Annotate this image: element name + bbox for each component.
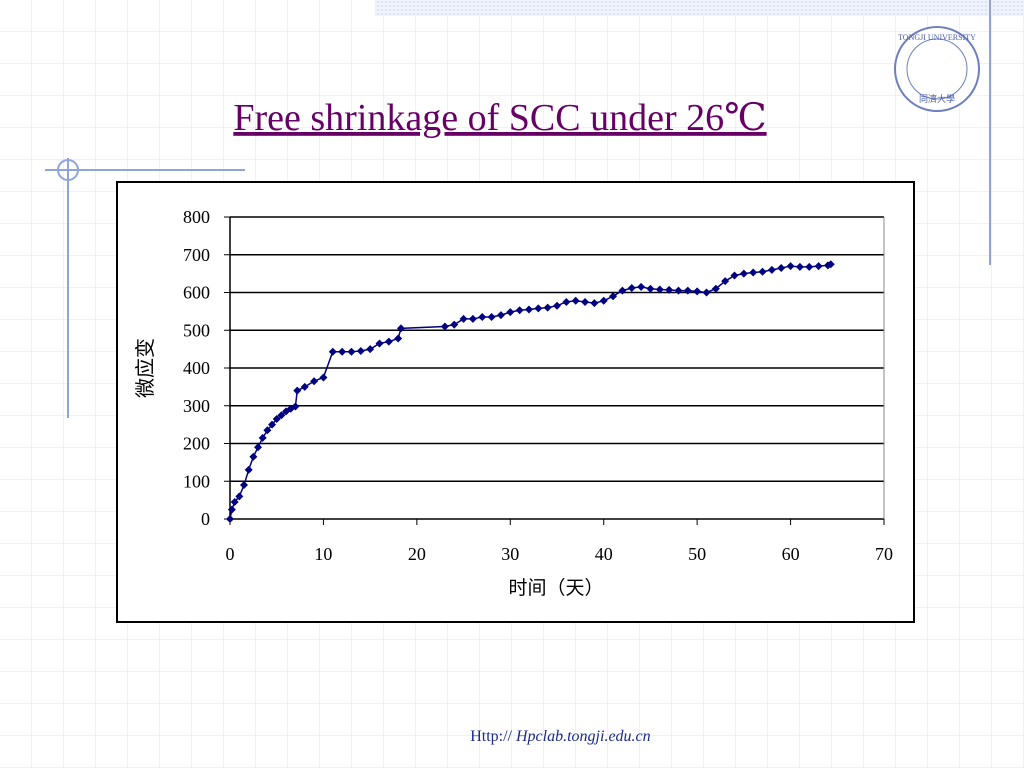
data-point bbox=[749, 268, 758, 277]
data-point bbox=[739, 269, 748, 278]
footer-link: Hpclab.tongji.edu.cn bbox=[515, 728, 651, 745]
data-point bbox=[562, 297, 571, 306]
data-point bbox=[674, 286, 683, 295]
data-point bbox=[272, 414, 281, 423]
y-tick-label: 300 bbox=[183, 396, 210, 416]
data-point bbox=[249, 452, 258, 461]
x-tick-label: 20 bbox=[408, 544, 426, 564]
data-point bbox=[394, 334, 403, 343]
data-point bbox=[293, 386, 302, 395]
y-tick-label: 0 bbox=[201, 509, 210, 529]
logo-subtext: 同濟大學 bbox=[919, 93, 955, 104]
data-point bbox=[524, 305, 533, 314]
data-point bbox=[506, 308, 515, 317]
data-point bbox=[543, 303, 552, 312]
data-point bbox=[468, 314, 477, 323]
data-point bbox=[646, 284, 655, 293]
data-point bbox=[618, 286, 627, 295]
data-point bbox=[805, 262, 814, 271]
data-point bbox=[487, 313, 496, 322]
data-point bbox=[683, 286, 692, 295]
data-point bbox=[795, 262, 804, 271]
data-point bbox=[590, 299, 599, 308]
x-tick-label: 70 bbox=[875, 544, 893, 564]
data-point bbox=[268, 420, 277, 429]
y-tick-label: 500 bbox=[183, 320, 210, 340]
data-point bbox=[711, 284, 720, 293]
data-point bbox=[291, 402, 300, 411]
data-point bbox=[226, 515, 234, 523]
x-tick-label: 10 bbox=[314, 544, 332, 564]
data-point bbox=[599, 296, 608, 305]
data-point bbox=[581, 297, 590, 306]
data-point bbox=[338, 347, 347, 356]
data-point bbox=[310, 377, 319, 386]
data-point bbox=[258, 433, 267, 442]
y-tick-label: 100 bbox=[183, 471, 210, 491]
data-point bbox=[366, 345, 375, 354]
x-tick-label: 50 bbox=[688, 544, 706, 564]
data-point bbox=[459, 314, 468, 323]
data-point bbox=[328, 347, 337, 356]
data-point bbox=[665, 285, 674, 294]
data-point bbox=[254, 443, 263, 452]
data-point bbox=[240, 481, 249, 490]
data-point bbox=[609, 292, 618, 301]
data-point bbox=[235, 492, 244, 501]
data-point bbox=[515, 306, 524, 315]
data-point bbox=[571, 296, 580, 305]
x-tick-label: 40 bbox=[595, 544, 613, 564]
data-point bbox=[693, 287, 702, 296]
data-point bbox=[356, 347, 365, 356]
data-point bbox=[730, 271, 739, 280]
y-tick-label: 600 bbox=[183, 283, 210, 303]
data-point bbox=[553, 301, 561, 310]
data-point bbox=[655, 285, 664, 294]
y-tick-label: 700 bbox=[183, 245, 210, 265]
data-point bbox=[637, 282, 646, 291]
x-tick-label: 60 bbox=[782, 544, 800, 564]
data-point bbox=[319, 373, 328, 382]
data-point bbox=[478, 313, 487, 322]
data-point bbox=[814, 262, 823, 271]
data-point bbox=[534, 304, 543, 313]
data-point bbox=[244, 465, 253, 474]
data-point bbox=[767, 265, 776, 274]
data-point bbox=[347, 347, 356, 356]
data-point bbox=[277, 411, 286, 420]
x-tick-label: 0 bbox=[226, 544, 235, 564]
data-point bbox=[826, 260, 835, 269]
data-point bbox=[777, 263, 786, 272]
x-axis-label: 时间（天） bbox=[508, 577, 603, 599]
y-tick-label: 400 bbox=[183, 358, 210, 378]
slide-title: Free shrinkage of SCC under 26℃ bbox=[233, 97, 766, 139]
data-point bbox=[263, 426, 272, 435]
y-tick-label: 800 bbox=[183, 207, 210, 227]
data-point bbox=[758, 267, 767, 276]
data-point bbox=[440, 322, 449, 331]
data-point bbox=[496, 311, 505, 320]
logo-text: TONGJI UNIVERSITY bbox=[898, 33, 976, 42]
data-point bbox=[627, 283, 636, 292]
data-point bbox=[375, 339, 384, 348]
data-point bbox=[227, 505, 236, 514]
data-point bbox=[230, 498, 239, 507]
y-tick-label: 200 bbox=[183, 434, 210, 454]
data-point bbox=[300, 382, 309, 391]
y-axis-label: 微应变 bbox=[134, 338, 157, 398]
data-point bbox=[702, 288, 711, 297]
data-point bbox=[786, 262, 795, 271]
data-point bbox=[384, 337, 393, 346]
footer-prefix: Http:// bbox=[470, 728, 512, 745]
x-tick-label: 30 bbox=[501, 544, 519, 564]
data-point bbox=[396, 324, 405, 333]
data-point bbox=[721, 277, 730, 286]
data-point bbox=[450, 320, 459, 329]
